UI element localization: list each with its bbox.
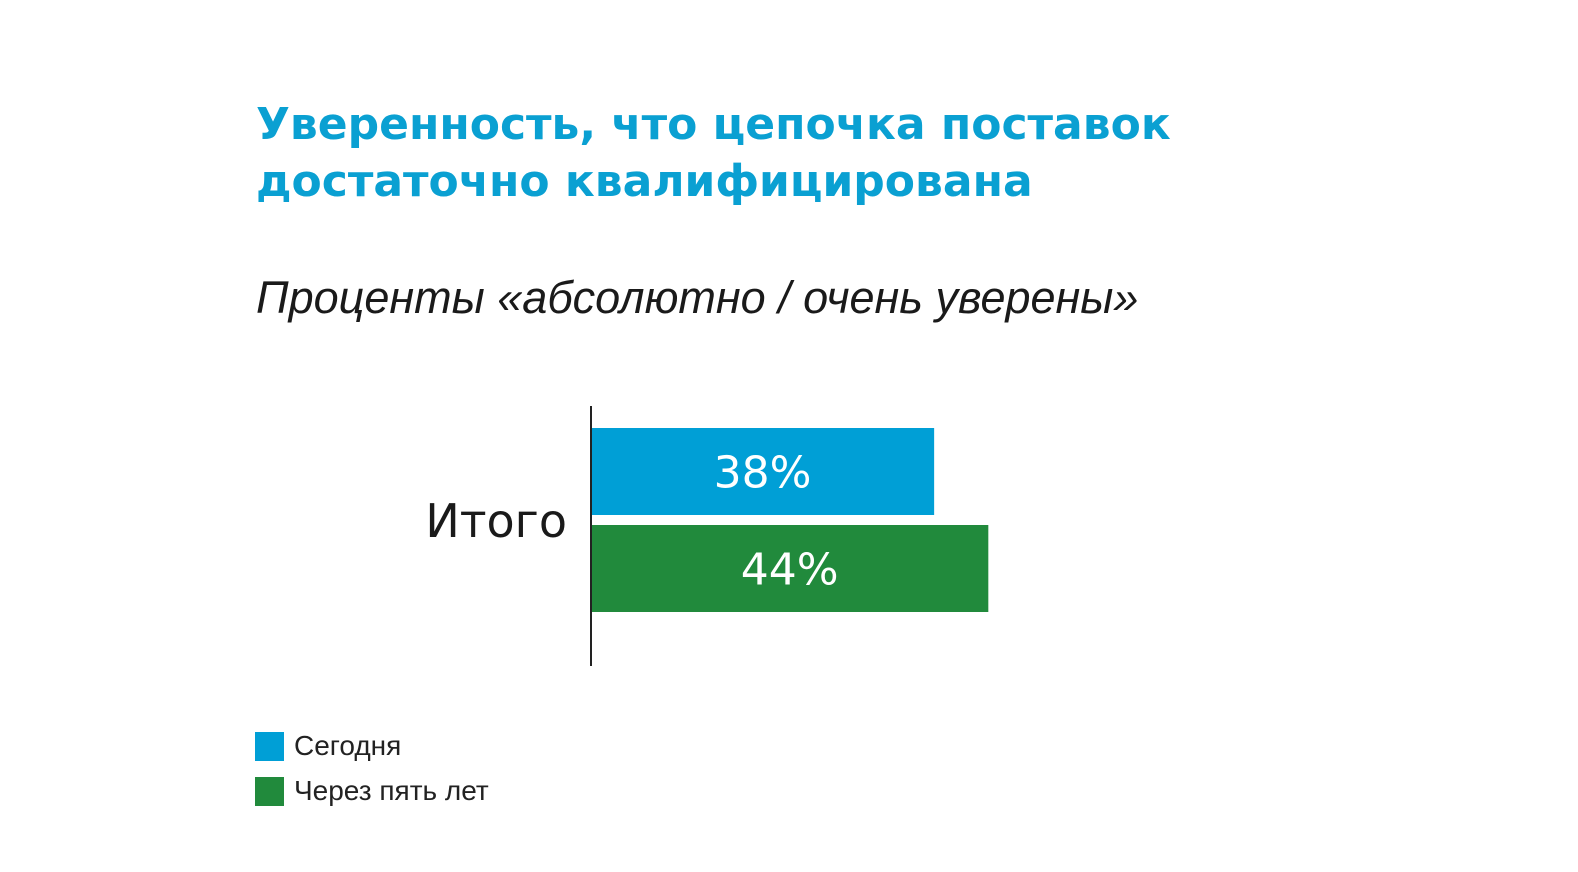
legend: Сегодня Через пять лет xyxy=(255,730,489,820)
chart-title-line-2: достаточно квалифицирована xyxy=(256,156,1033,207)
chart-title: Уверенность, что цепочка поставок достат… xyxy=(256,96,1356,210)
legend-item-five-years: Через пять лет xyxy=(255,775,489,807)
category-label: Итого xyxy=(425,494,567,548)
legend-label-five-years: Через пять лет xyxy=(294,775,489,806)
legend-item-today: Сегодня xyxy=(255,730,489,762)
chart-subtitle: Проценты «абсолютно / очень уверены» xyxy=(256,272,1139,323)
legend-swatch-today xyxy=(255,731,284,761)
chart-title-line-1: Уверенность, что цепочка поставок xyxy=(256,99,1171,150)
legend-label-today: Сегодня xyxy=(294,730,402,761)
bar-2 xyxy=(591,525,989,612)
bar-label-1: 38% xyxy=(714,448,812,499)
bar-1 xyxy=(591,428,935,515)
legend-swatch-five-years xyxy=(255,776,284,806)
bar-label-2: 44% xyxy=(741,545,839,596)
